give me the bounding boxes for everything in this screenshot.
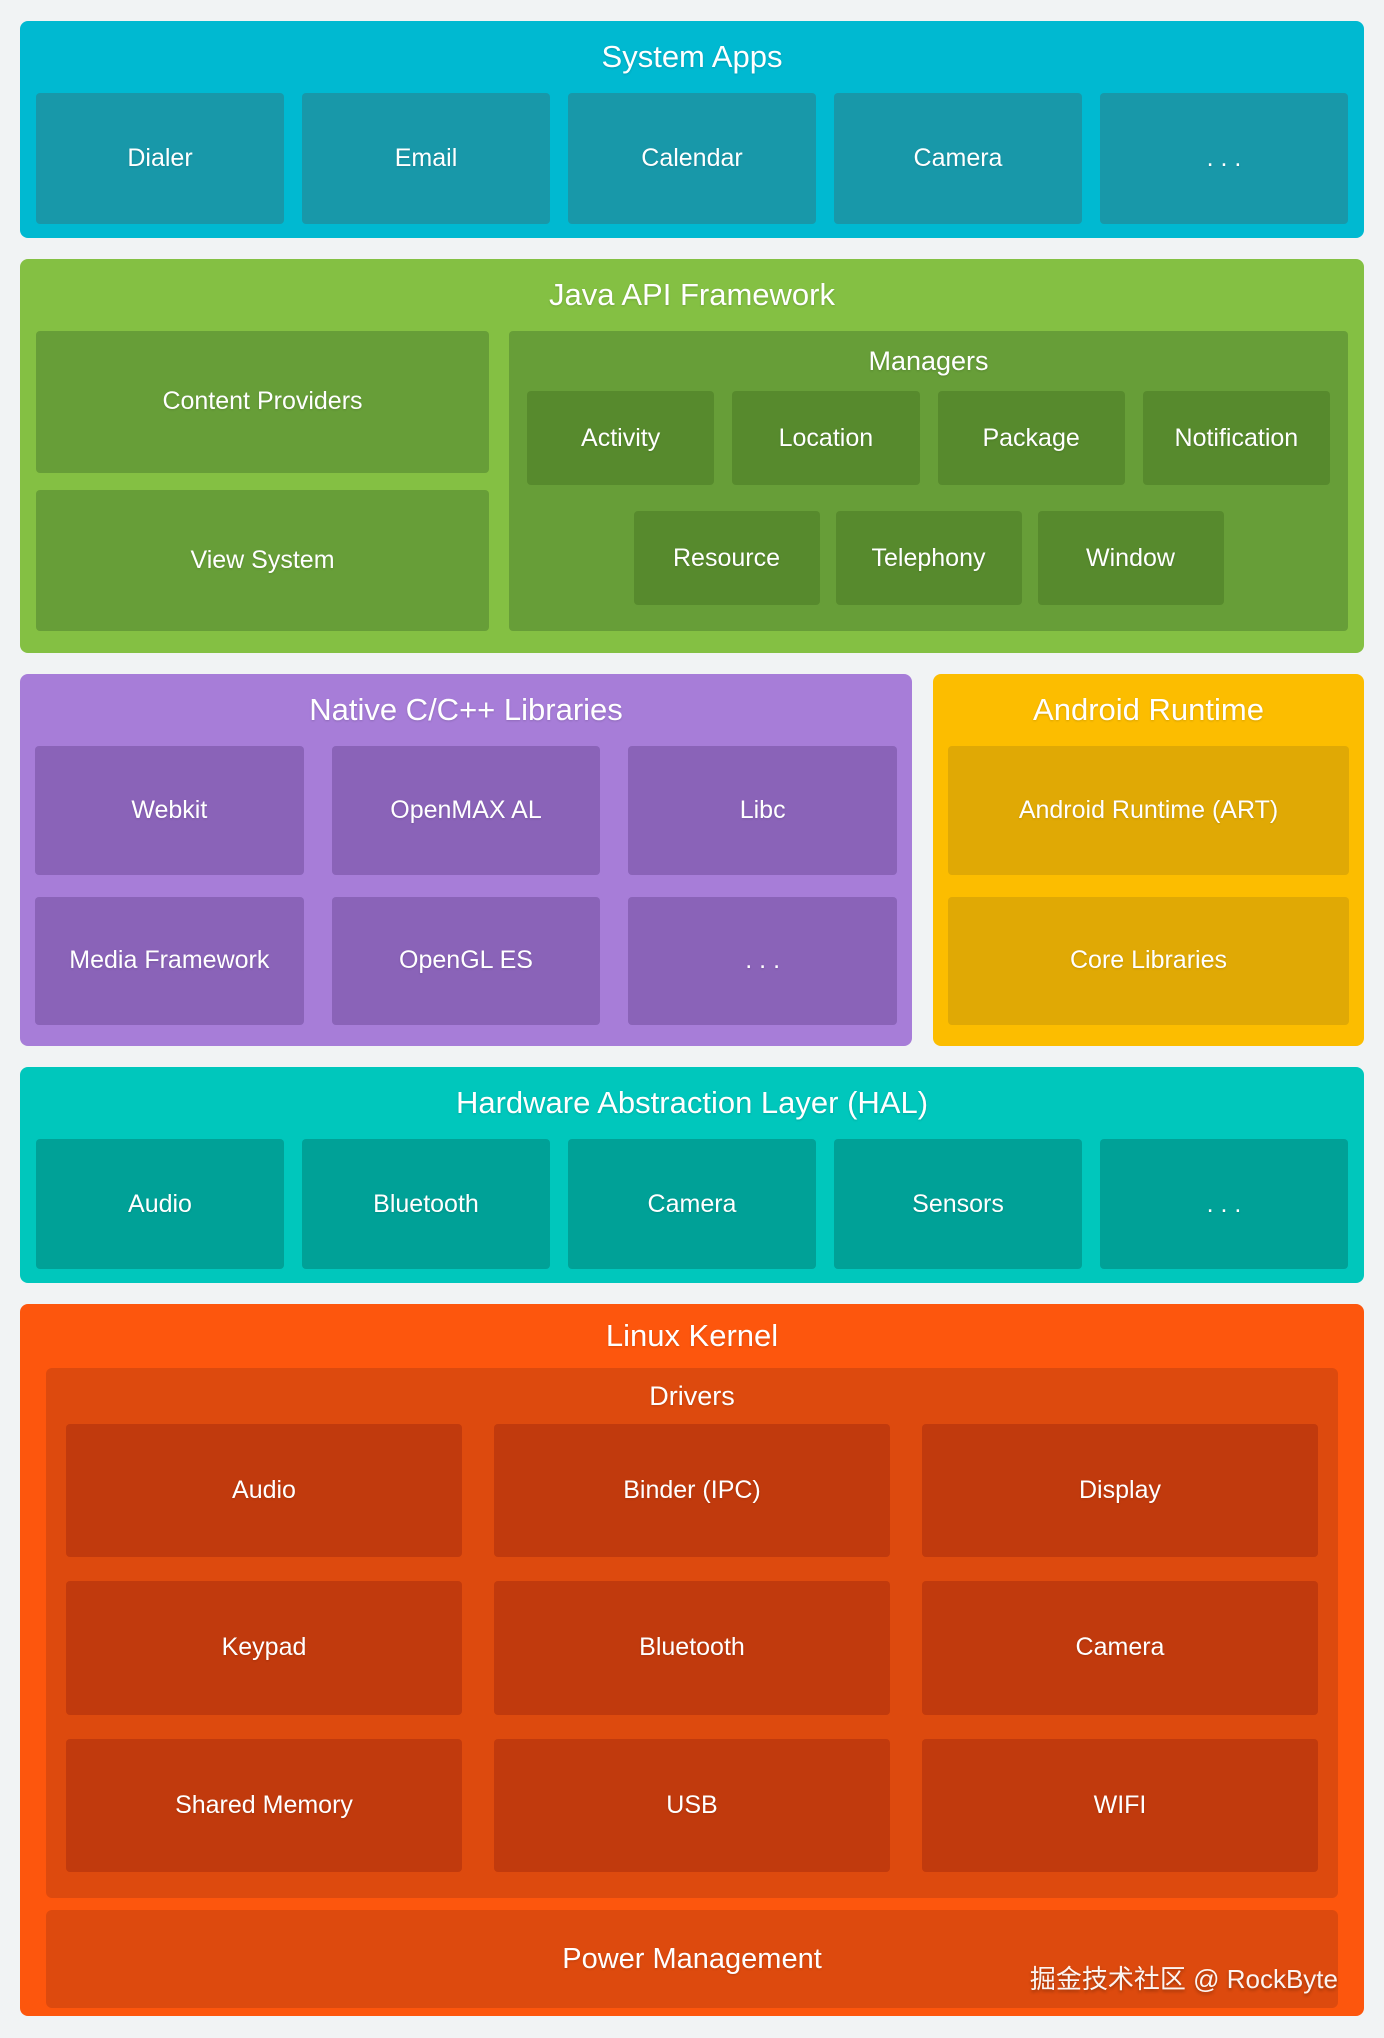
box-package: Package <box>937 391 1125 485</box>
box-hal-camera: Camera <box>568 1139 816 1269</box>
native-libraries-ellipsis: . . . <box>628 896 897 1025</box>
hal-boxes: Audio Bluetooth Camera Sensors . . . <box>20 1139 1364 1283</box>
box-hal-bluetooth: Bluetooth <box>302 1139 550 1269</box>
box-notification: Notification <box>1142 391 1330 485</box>
android-runtime-title: Android Runtime <box>1033 692 1264 727</box>
box-driver-bluetooth: Bluetooth <box>494 1581 890 1715</box>
box-driver-usb: USB <box>494 1738 890 1872</box>
java-api-left-column: Content Providers View System <box>36 331 489 631</box>
drivers-title: Drivers <box>649 1380 735 1411</box>
box-driver-binder-ipc: Binder (IPC) <box>494 1424 890 1558</box>
hal-title: Hardware Abstraction Layer (HAL) <box>455 1085 929 1120</box>
native-and-runtime-row: Native C/C++ Libraries Webkit OpenMAX AL… <box>20 674 1364 1046</box>
system-apps-ellipsis: . . . <box>1100 93 1348 224</box>
box-media-framework: Media Framework <box>35 896 304 1025</box>
box-content-providers: Content Providers <box>36 331 489 473</box>
box-opengl-es: OpenGL ES <box>331 896 601 1025</box>
box-window: Window <box>1037 511 1224 605</box>
native-libraries-title: Native C/C++ Libraries <box>309 692 623 727</box>
hal-ellipsis: . . . <box>1100 1139 1348 1269</box>
section-system-apps: System Apps Dialer Email Calendar Camera… <box>20 21 1364 238</box>
section-hal: Hardware Abstraction Layer (HAL) Audio B… <box>20 1067 1364 1283</box>
drivers-boxes: Audio Binder (IPC) Display Keypad Blueto… <box>66 1424 1318 1872</box>
box-core-libraries: Core Libraries <box>948 896 1349 1025</box>
managers-row-1: Activity Location Package Notification <box>527 391 1330 485</box>
box-driver-audio: Audio <box>66 1424 462 1558</box>
section-java-api-framework: Java API Framework Content Providers Vie… <box>20 259 1364 653</box>
box-hal-audio: Audio <box>36 1139 284 1269</box>
system-apps-title: System Apps <box>601 39 783 74</box>
box-resource: Resource <box>633 511 820 605</box>
box-dialer: Dialer <box>36 93 284 224</box>
box-openmax-al: OpenMAX AL <box>331 746 601 875</box>
box-camera: Camera <box>834 93 1082 224</box>
managers-group: Managers Activity Location Package Notif… <box>509 331 1348 631</box>
box-driver-wifi: WIFI <box>922 1738 1318 1872</box>
box-driver-display: Display <box>922 1424 1318 1558</box>
android-runtime-boxes: Android Runtime (ART) Core Libraries <box>933 746 1364 1046</box>
drivers-group: Drivers Audio Binder (IPC) Display Keypa… <box>46 1368 1338 1898</box>
section-linux-kernel: Linux Kernel Drivers Audio Binder (IPC) … <box>20 1304 1364 2016</box>
java-api-content: Content Providers View System Managers A… <box>20 331 1364 653</box>
managers-row-2: Resource Telephony Window <box>527 511 1330 605</box>
box-libc: Libc <box>628 746 897 875</box>
box-driver-camera: Camera <box>922 1581 1318 1715</box>
box-location: Location <box>732 391 920 485</box>
box-email: Email <box>302 93 550 224</box>
java-api-title: Java API Framework <box>549 277 835 312</box>
section-native-libraries: Native C/C++ Libraries Webkit OpenMAX AL… <box>20 674 912 1046</box>
box-driver-shared-memory: Shared Memory <box>66 1738 462 1872</box>
box-webkit: Webkit <box>35 746 304 875</box>
section-android-runtime: Android Runtime Android Runtime (ART) Co… <box>933 674 1364 1046</box>
box-telephony: Telephony <box>835 511 1022 605</box>
watermark: 掘金技术社区 @ RockByte <box>1029 1964 1338 1994</box>
box-view-system: View System <box>36 489 489 631</box>
box-activity: Activity <box>527 391 715 485</box>
native-libraries-boxes: Webkit OpenMAX AL Libc Media Framework O… <box>20 746 912 1046</box>
box-android-runtime-art: Android Runtime (ART) <box>948 746 1349 875</box>
box-calendar: Calendar <box>568 93 816 224</box>
managers-title: Managers <box>868 345 989 376</box>
linux-kernel-title: Linux Kernel <box>605 1318 779 1353</box>
system-apps-boxes: Dialer Email Calendar Camera . . . <box>20 93 1364 238</box>
box-hal-sensors: Sensors <box>834 1139 1082 1269</box>
box-driver-keypad: Keypad <box>66 1581 462 1715</box>
box-power-management: Power Management <box>46 1910 1338 2008</box>
